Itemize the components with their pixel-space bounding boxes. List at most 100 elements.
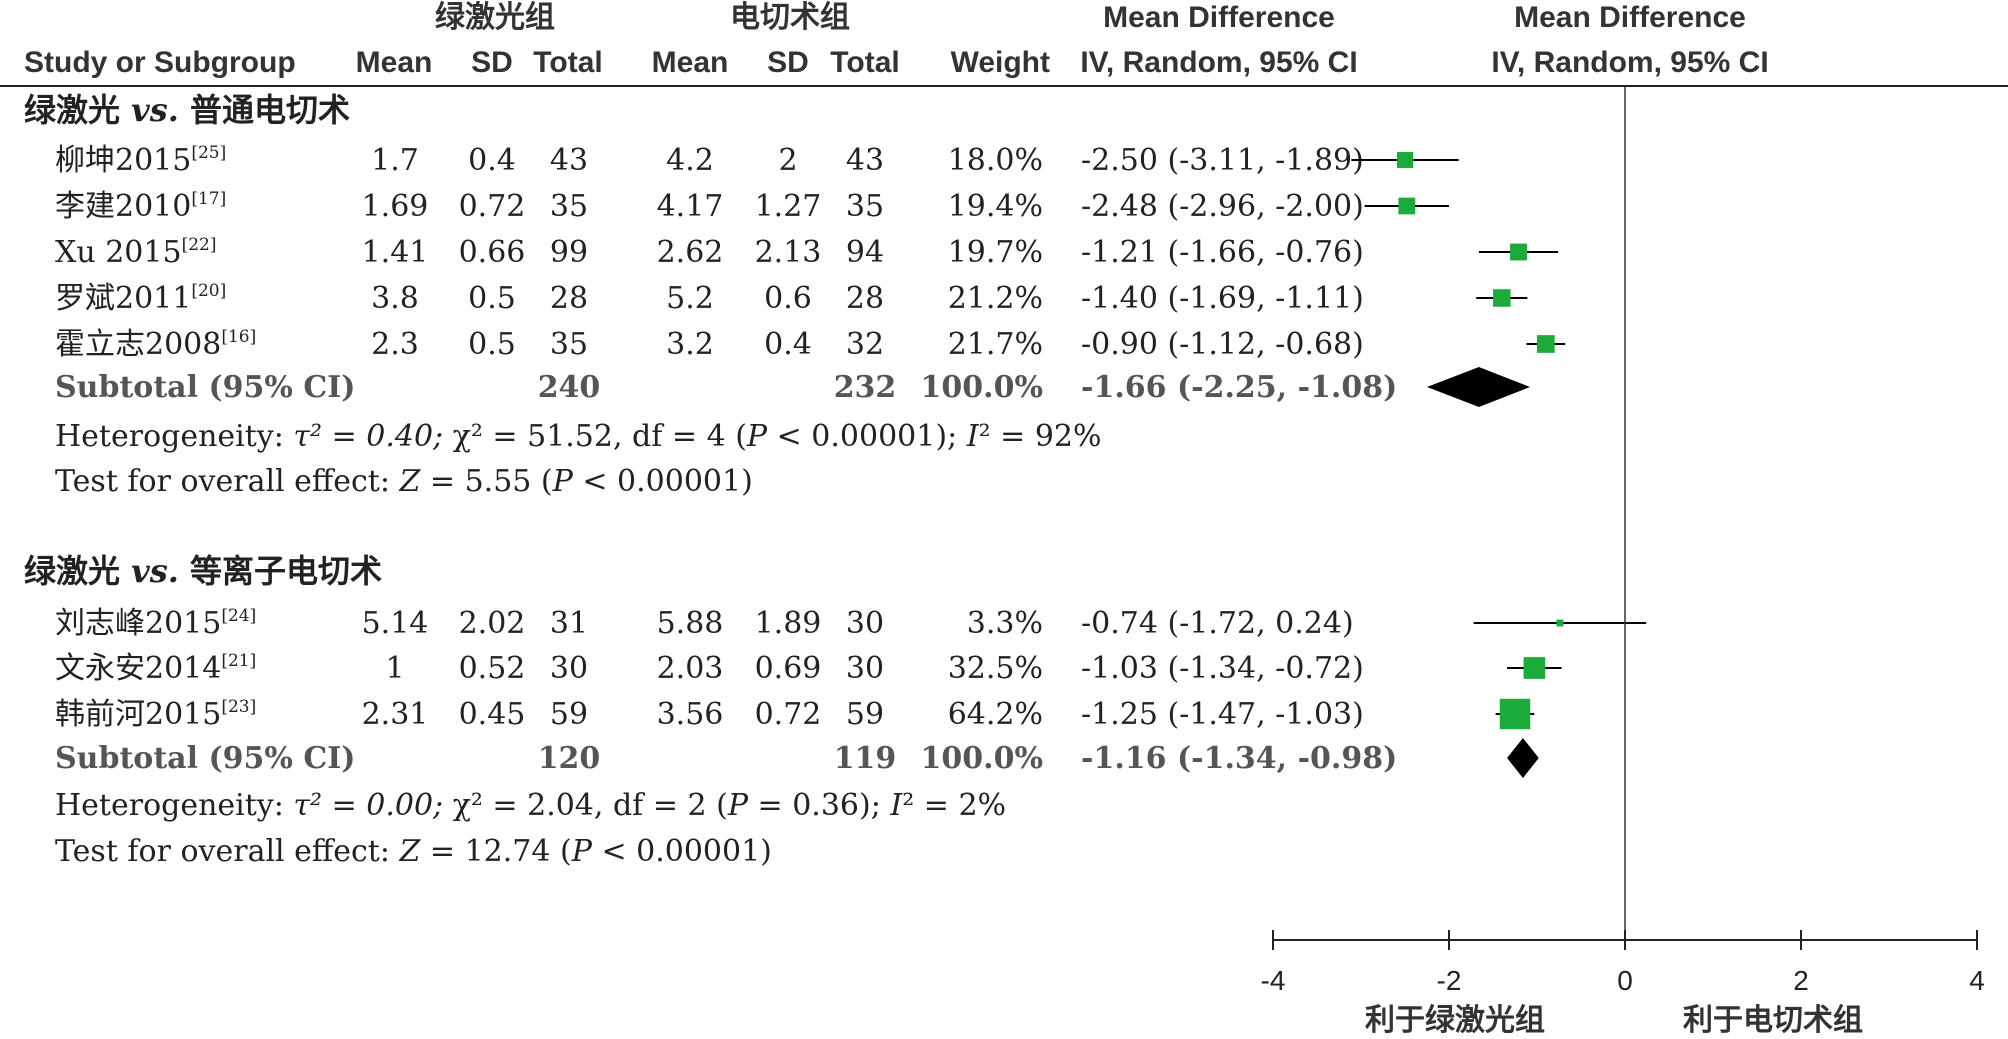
cell-ci: -1.25 (-1.47, -1.03) <box>1081 697 1364 732</box>
cell-sd1: 0.66 <box>459 235 526 270</box>
study-name-text: Xu 2015 <box>55 235 182 270</box>
cell-ci: -0.90 (-1.12, -0.68) <box>1081 327 1364 362</box>
cell-mean1: 2.31 <box>362 697 429 732</box>
cell-mean2: 3.56 <box>657 697 724 732</box>
subgroup-title-vs: vs. <box>131 552 179 590</box>
het-tau: τ² = 0.40; <box>293 419 452 454</box>
plot-title-header: Mean Difference <box>1514 1 1746 34</box>
study-name-text: 韩前河2015 <box>55 697 221 732</box>
cell-sd1: 0.5 <box>468 327 516 362</box>
het-p: P <box>727 788 749 823</box>
cell-sd2: 2.13 <box>755 235 822 270</box>
test-p: P <box>571 834 593 869</box>
cell-ci: -1.21 (-1.66, -0.76) <box>1081 235 1364 270</box>
cell-sd2: 1.27 <box>755 189 822 224</box>
cell-weight: 19.7% <box>948 235 1043 270</box>
cell-total1: 43 <box>550 143 588 178</box>
subtotal-ci: -1.16 (-1.34, -0.98) <box>1081 741 1397 776</box>
cell-total1: 31 <box>550 606 588 641</box>
test-z-val: = 12.74 ( <box>420 834 571 869</box>
cell-mean2: 5.88 <box>657 606 724 641</box>
study-name-text: 霍立志2008 <box>55 327 221 362</box>
study-name: 韩前河2015[23] <box>55 697 256 732</box>
sd1-header: SD <box>471 46 513 79</box>
cell-mean2: 4.2 <box>666 143 714 178</box>
cell-total2: 30 <box>846 651 884 686</box>
cell-ci: -1.40 (-1.69, -1.11) <box>1081 281 1364 316</box>
het-label: Heterogeneity: <box>55 788 293 823</box>
cell-total1: 59 <box>550 697 588 732</box>
overall-effect-text: Test for overall effect: Z = 12.74 (P < … <box>55 834 772 869</box>
study-name-text: 刘志峰2015 <box>55 606 221 641</box>
test-z: Z <box>399 834 422 869</box>
cell-sd2: 0.4 <box>764 327 812 362</box>
cell-total1: 35 <box>550 327 588 362</box>
study-name-text: 柳坤2015 <box>55 143 191 178</box>
cell-total2: 43 <box>846 143 884 178</box>
group1-header: 绿激光组 <box>435 0 555 34</box>
het-chi: χ² = 51.52, df = 4 ( <box>453 419 747 454</box>
heterogeneity-text: Heterogeneity: τ² = 0.40; χ² = 51.52, df… <box>55 419 1102 454</box>
test-p: P <box>552 464 574 499</box>
subgroup-title: 绿激光 vs. 普通电切术 <box>24 91 350 129</box>
mean2-header: Mean <box>652 46 729 79</box>
het-i: I <box>889 788 903 823</box>
het-i: I <box>966 419 980 454</box>
favours-right-label: 利于电切术组 <box>1683 1003 1863 1034</box>
heterogeneity-text: Heterogeneity: τ² = 0.00; χ² = 2.04, df … <box>55 788 1006 823</box>
cell-mean1: 5.14 <box>362 606 429 641</box>
cell-weight: 21.2% <box>948 281 1043 316</box>
cell-mean1: 3.8 <box>371 281 419 316</box>
cell-weight: 64.2% <box>948 697 1043 732</box>
cell-mean2: 5.2 <box>666 281 714 316</box>
effect-square <box>1396 151 1414 169</box>
total2-header: Total <box>830 46 899 79</box>
cell-sd1: 0.5 <box>468 281 516 316</box>
cell-sd1: 0.45 <box>459 697 526 732</box>
effect-square <box>1556 619 1564 627</box>
md-title-header: Mean Difference <box>1103 1 1335 34</box>
cell-mean1: 1.69 <box>362 189 429 224</box>
weight-header: Weight <box>951 46 1050 79</box>
cell-mean1: 2.3 <box>371 327 419 362</box>
effect-square <box>1536 335 1555 353</box>
cell-total1: 28 <box>550 281 588 316</box>
x-axis-tick-label: -4 <box>1261 965 1286 996</box>
study-name-text: 罗斌2011 <box>55 281 191 316</box>
study-name: 文永安2014[21] <box>55 651 256 686</box>
cell-total2: 59 <box>846 697 884 732</box>
het-p: P <box>746 419 768 454</box>
study-name: 刘志峰2015[24] <box>55 606 256 641</box>
effect-square <box>1510 243 1527 261</box>
subtotal-weight: 100.0% <box>921 741 1043 776</box>
effect-square <box>1493 289 1511 307</box>
overall-effect-text: Test for overall effect: Z = 5.55 (P < 0… <box>55 464 753 499</box>
study-ref: [17] <box>191 189 226 209</box>
cell-weight: 32.5% <box>948 651 1043 686</box>
subtotal-total2: 232 <box>834 370 897 405</box>
cell-ci: -1.03 (-1.34, -0.72) <box>1081 651 1364 686</box>
study-ref: [25] <box>191 143 226 163</box>
study-name: 李建2010[17] <box>55 189 226 224</box>
subtotal-label: Subtotal (95% CI) <box>55 741 355 776</box>
test-p-val: < 0.00001) <box>573 464 753 499</box>
study-ref: [24] <box>221 606 256 626</box>
study-ref: [22] <box>182 235 217 255</box>
cell-ci: -2.50 (-3.11, -1.89) <box>1081 143 1364 178</box>
cell-total2: 32 <box>846 327 884 362</box>
cell-total2: 28 <box>846 281 884 316</box>
subtotal-total1: 120 <box>538 741 601 776</box>
study-ref: [21] <box>221 651 256 671</box>
cell-weight: 21.7% <box>948 327 1043 362</box>
subgroup-title-post: 普通电切术 <box>179 91 350 129</box>
subtotal-total1: 240 <box>538 370 601 405</box>
test-z: Z <box>399 464 422 499</box>
effect-square <box>1499 698 1531 730</box>
cell-sd1: 0.72 <box>459 189 526 224</box>
cell-total2: 30 <box>846 606 884 641</box>
x-axis-tick-label: 0 <box>1617 965 1633 996</box>
cell-total2: 94 <box>846 235 884 270</box>
favours-left-label: 利于绿激光组 <box>1365 1003 1545 1034</box>
